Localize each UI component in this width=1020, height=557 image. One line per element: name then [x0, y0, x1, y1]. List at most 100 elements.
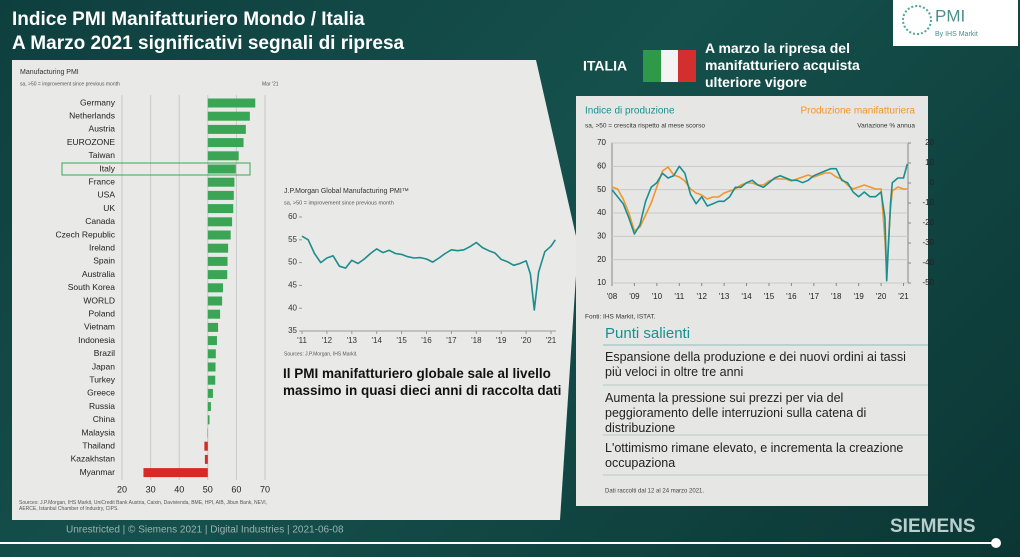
- x-tick-label: '19: [496, 336, 507, 345]
- x-tick-label: '11: [674, 292, 684, 301]
- bar: [207, 243, 229, 253]
- logo-name: PMI: [935, 6, 965, 25]
- y2-tick-label: 10: [925, 158, 934, 167]
- x-tick-label: '17: [809, 292, 820, 301]
- highlight-item: L'ottimismo rimane elevato, e incrementa…: [605, 441, 904, 470]
- category-label: Canada: [85, 216, 115, 226]
- line: [301, 235, 556, 311]
- chart-subtitle: sa, >50 = improvement since previous mon…: [284, 200, 394, 206]
- y-tick-label: 20: [597, 255, 606, 264]
- x-tick-label: 30: [146, 484, 156, 494]
- bar: [204, 441, 208, 451]
- logo-box: [893, 0, 1018, 46]
- source: Sources: J.P.Morgan, IHS Markit, UniCred…: [19, 500, 268, 512]
- x-tick-label: '08: [607, 292, 618, 301]
- bar: [207, 256, 228, 266]
- title: Indice PMI Manifatturiero Mondo / Italia: [12, 9, 365, 30]
- title: A Marzo 2021 significativi segnali di ri…: [12, 33, 405, 54]
- y-tick-label: 70: [597, 138, 606, 147]
- bar: [207, 164, 236, 174]
- bar: [207, 322, 219, 332]
- brand: SIEMENS: [890, 516, 976, 537]
- bar: [207, 230, 231, 240]
- category-label: Japan: [92, 361, 115, 371]
- x-tick-label: '19: [853, 292, 864, 301]
- category-label: WORLD: [83, 295, 115, 305]
- y2-tick-label: -20: [922, 218, 934, 227]
- global-caption: Il PMI manifatturiero globale sale al li…: [283, 366, 562, 398]
- y2-tick-label: 20: [925, 138, 934, 147]
- chart-subtitle: Variazione % annua: [857, 123, 915, 130]
- x-tick-label: 70: [260, 484, 270, 494]
- x-tick-label: 60: [231, 484, 241, 494]
- x-tick-label: '18: [471, 336, 482, 345]
- y-tick-label: 35: [288, 326, 297, 335]
- y-tick-label: 40: [597, 208, 606, 217]
- highlight-item: Aumenta la pressione sui prezzi per via …: [605, 391, 867, 435]
- y-tick-label: 50: [288, 258, 297, 267]
- category-label: Greece: [87, 388, 115, 398]
- x-tick-label: '18: [831, 292, 842, 301]
- bar: [207, 309, 221, 319]
- y-tick-label: 45: [288, 281, 297, 290]
- x-tick-label: '16: [786, 292, 797, 301]
- category-label: EUROZONE: [67, 137, 116, 147]
- flag-green: [643, 50, 661, 82]
- bar: [207, 349, 216, 359]
- bar: [207, 111, 250, 121]
- x-tick-label: '15: [764, 292, 775, 301]
- x-tick-label: 20: [117, 484, 127, 494]
- source: Sources: J.P.Morgan, IHS Markit.: [284, 351, 358, 357]
- category-label: Netherlands: [69, 110, 115, 120]
- category-label: Taiwan: [89, 150, 116, 160]
- category-label: Myanmar: [80, 467, 116, 477]
- category-label: Italy: [99, 163, 115, 173]
- y2-tick-label: -30: [922, 238, 934, 247]
- x-tick-label: '20: [876, 292, 887, 301]
- series-line: [611, 163, 909, 282]
- bar: [207, 270, 228, 280]
- highlight-item: Espansione della produzione e dei nuovi …: [605, 350, 906, 379]
- highlight-box: [61, 162, 251, 176]
- bar: [207, 362, 216, 372]
- series-line: [611, 166, 908, 272]
- y-tick-label: 60: [288, 212, 297, 221]
- category-label: Spain: [93, 256, 115, 266]
- category-label: Brazil: [94, 348, 115, 358]
- chart-subtitle: sa, >50 = improvement since previous mon…: [20, 81, 120, 87]
- bar: [207, 151, 239, 161]
- x-tick-label: '15: [396, 336, 407, 345]
- y-tick-label: 60: [597, 161, 606, 170]
- bar: [207, 98, 256, 108]
- italy-headline: A marzo la ripresa del manifatturiero ac…: [705, 40, 860, 90]
- category-label: UK: [103, 203, 115, 213]
- y-tick-label: 40: [288, 303, 297, 312]
- bar: [143, 468, 208, 478]
- category-label: South Korea: [68, 282, 116, 292]
- x-tick-label: 50: [203, 484, 213, 494]
- chart-title: J.P.Morgan Global Manufacturing PMI™: [284, 188, 409, 195]
- category-label: Germany: [80, 97, 116, 107]
- note: Dati raccolti dal 12 al 24 marzo 2021.: [605, 489, 704, 495]
- x-tick-label: '11: [297, 336, 307, 345]
- bar: [207, 138, 244, 148]
- category-label: Poland: [89, 308, 116, 318]
- logo-icon: [902, 5, 932, 35]
- x-tick-label: '17: [446, 336, 457, 345]
- series-label: Produzione manifatturiera: [800, 106, 915, 117]
- flag-white: [661, 50, 678, 82]
- x-tick-label: '14: [371, 336, 382, 345]
- category-label: France: [89, 176, 116, 186]
- bar: [207, 375, 216, 385]
- category-label: Indonesia: [78, 335, 115, 345]
- bar: [204, 454, 208, 464]
- x-tick-label: '20: [521, 336, 532, 345]
- period-label: Mar '21: [262, 81, 279, 87]
- x-tick-label: '13: [719, 292, 730, 301]
- flag-red: [678, 50, 696, 82]
- category-label: Vietnam: [84, 322, 115, 332]
- source: Fonti: IHS Markit, ISTAT.: [585, 314, 656, 321]
- series-label: Indice di produzione: [585, 106, 675, 117]
- x-tick-label: '09: [629, 292, 640, 301]
